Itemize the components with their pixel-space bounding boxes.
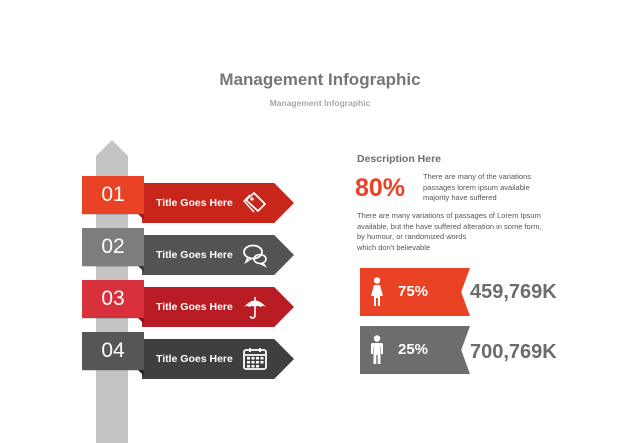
description-heading: Description Here xyxy=(357,153,442,165)
stat-percent-male: 25% xyxy=(398,341,429,358)
step-number-3: 03 xyxy=(82,280,144,318)
stat-value-female: 459,769K xyxy=(470,281,557,303)
umbrella-icon xyxy=(244,297,266,319)
stat-percent-female: 75% xyxy=(398,283,429,300)
step-title-1: Title Goes Here xyxy=(156,197,233,209)
step-title-4: Title Goes Here xyxy=(156,353,233,365)
stat-box-male: 25% xyxy=(360,326,470,374)
step-number-1: 01 xyxy=(82,176,144,214)
paragraph-line: by humour, or randomized words xyxy=(357,232,467,241)
step-number-4: 04 xyxy=(82,332,144,370)
tag-icon xyxy=(243,192,266,213)
step-title-3: Title Goes Here xyxy=(156,301,233,313)
step-fold-3 xyxy=(138,318,144,324)
step-arrow-2: Title Goes Here xyxy=(142,235,294,275)
stat-box-female: 75% xyxy=(360,268,470,316)
paragraph-line: available, but the have suffered alterat… xyxy=(357,221,542,231)
description-percent: 80% xyxy=(355,174,406,202)
step-fold-2 xyxy=(138,266,144,272)
stat-value-male: 700,769K xyxy=(470,341,557,363)
step-fold-4 xyxy=(138,370,144,376)
paragraph-line: which don't believable xyxy=(357,242,431,252)
male-person-icon xyxy=(371,335,383,364)
step-number-2: 02 xyxy=(82,228,144,266)
description-paragraph: There are many variations of passages of… xyxy=(357,211,557,253)
female-person-icon xyxy=(371,277,383,306)
step-arrow-4: Title Goes Here xyxy=(142,339,294,379)
signpost-pole-tip xyxy=(96,140,128,156)
calendar-icon xyxy=(243,348,267,370)
step-arrow-3: Title Goes Here xyxy=(142,287,294,327)
page-subtitle: Management Infographic xyxy=(269,98,371,108)
description-side-text: There are many of the variations passage… xyxy=(423,172,531,202)
step-title-2: Title Goes Here xyxy=(156,249,233,261)
page-title: Management Infographic xyxy=(219,70,421,89)
step-arrow-1: Title Goes Here xyxy=(142,183,294,223)
chat-bubbles-icon xyxy=(243,244,268,268)
paragraph-line: There are many variations of passages of… xyxy=(357,211,541,220)
step-fold-1 xyxy=(138,214,144,220)
